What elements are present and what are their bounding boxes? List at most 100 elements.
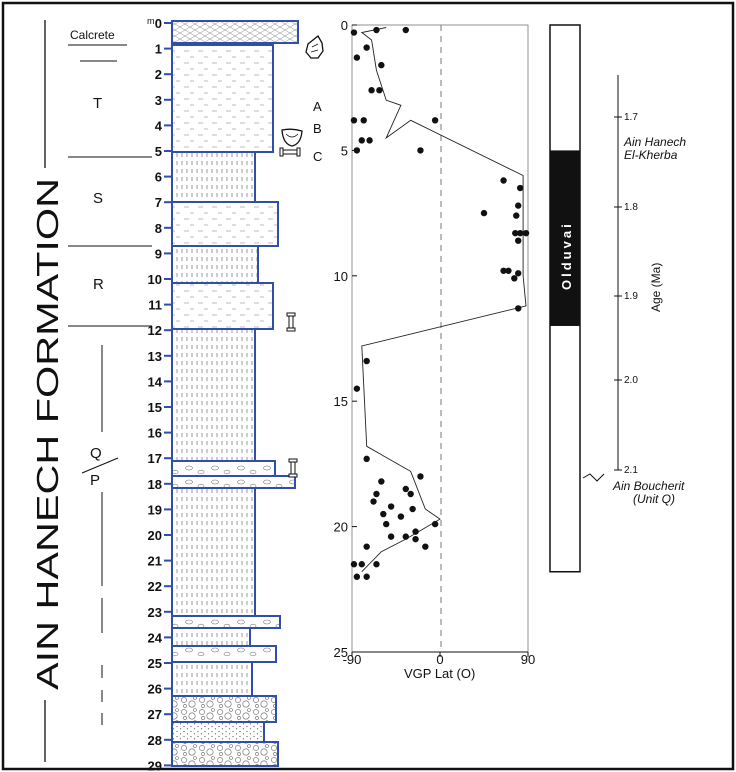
age-tick-label: 1.9 <box>624 291 638 302</box>
bed-r-lower <box>171 245 259 284</box>
polarity-normal-olduvai <box>550 150 580 326</box>
depth-tick-label: 26 <box>148 682 162 697</box>
vgp-plot: 0 5 10 15 20 25 -90 0 90 VGP Lat (O) <box>334 18 536 681</box>
vgp-data-point <box>373 26 380 34</box>
depth-tick-label: 4 <box>155 118 163 133</box>
depth-tick-label: 19 <box>148 502 162 517</box>
vgp-data-point <box>378 61 385 69</box>
polarity-column: Olduvai <box>549 24 581 573</box>
vgp-data-point <box>387 503 395 510</box>
vgp-data-point <box>366 137 373 144</box>
bed-p-gravel-2 <box>171 645 277 663</box>
vgp-data-point <box>422 543 429 550</box>
bed-s-lower <box>171 151 256 203</box>
vgp-x-tick-label: 0 <box>436 652 443 667</box>
vgp-data-point <box>353 573 361 580</box>
depth-tick-label: 12 <box>148 323 162 338</box>
age-ticks: 1.7 1.8 1.9 2.0 2.1 <box>614 112 638 476</box>
vgp-data-point <box>516 184 524 192</box>
depth-tick-label: 21 <box>148 554 162 569</box>
bed-t <box>171 44 274 153</box>
bone-icon <box>279 147 301 157</box>
vgp-x-tick-label: -90 <box>343 652 362 667</box>
site-label-ain-hanech-el-kherba: Ain Hanech El-Kherba <box>623 135 689 162</box>
stone-tool-icon <box>305 35 324 59</box>
depth-tick-label: 9 <box>155 246 162 261</box>
bed-p <box>171 487 256 617</box>
vgp-data-point <box>353 147 361 154</box>
depth-tick-label: 16 <box>148 426 162 441</box>
age-tick-label: 2.0 <box>624 375 638 386</box>
vgp-data-point <box>515 305 522 312</box>
depth-tick-label: 7 <box>155 195 162 210</box>
depth-tick-label: 10 <box>148 272 162 287</box>
site-label-ain-boucherit: Ain Boucherit <box>612 479 685 493</box>
vgp-data-point <box>350 561 358 568</box>
vgp-data-point <box>350 117 358 124</box>
bed-calcrete <box>171 20 299 44</box>
bed-s-upper <box>171 201 279 247</box>
depth-tick-label: 29 <box>148 758 162 772</box>
depth-tick-label: 25 <box>148 656 162 671</box>
finds: A B C <box>279 35 324 478</box>
vgp-data-point <box>378 478 385 485</box>
vgp-data-point <box>516 229 524 237</box>
vgp-depth-tick-label: 0 <box>341 18 348 33</box>
depth-tick-label: 8 <box>155 221 162 236</box>
level-label-b: B <box>313 121 322 136</box>
bone-icon <box>288 458 298 478</box>
depth-tick-label: 28 <box>148 733 162 748</box>
vgp-data-point <box>512 229 519 237</box>
vgp-data-point <box>353 385 361 392</box>
vgp-data-point <box>500 267 507 274</box>
site-label-unit-q: (Unit Q) <box>633 492 675 506</box>
mandible-icon <box>281 128 303 147</box>
bed-p-conglomerate-2 <box>171 741 279 767</box>
vgp-data-point <box>373 561 380 568</box>
vgp-data-point <box>387 533 395 540</box>
vgp-depth-tick-label: 5 <box>341 143 348 158</box>
level-label-a: A <box>313 99 322 114</box>
depth-tick-label: 1 <box>155 42 162 57</box>
bed-p-sand <box>171 721 265 743</box>
vgp-data-point <box>402 26 409 34</box>
depth-tick-label: 15 <box>148 400 162 415</box>
vgp-data-point <box>353 54 361 61</box>
age-tick-label: 1.8 <box>624 202 638 213</box>
vgp-data-point <box>383 520 390 528</box>
vgp-depth-tick-label: 10 <box>334 269 348 284</box>
unit-labels: Calcrete T S R Q P <box>68 28 152 725</box>
vgp-depth-tick-label: 20 <box>334 520 348 535</box>
vgp-data-point <box>358 137 365 144</box>
depth-tick-label: 6 <box>155 170 162 185</box>
vgp-series <box>350 26 530 580</box>
vgp-data-point <box>363 573 370 580</box>
vgp-data-point <box>417 473 424 480</box>
depth-tick-label: 5 <box>155 144 162 159</box>
depth-tick-label: 27 <box>148 707 162 722</box>
vgp-data-point <box>363 543 370 550</box>
zigzag-marker <box>582 473 605 482</box>
depth-tick-label: 13 <box>148 349 162 364</box>
vgp-data-point <box>370 498 377 505</box>
vgp-x-label: VGP Lat (O) <box>404 666 475 681</box>
site-label-line: El-Kherba <box>624 148 678 162</box>
unit-label-calcrete: Calcrete <box>70 28 115 42</box>
vgp-data-point <box>480 209 488 217</box>
vgp-data-point <box>409 505 416 513</box>
unit-label-s: S <box>93 190 103 207</box>
vgp-data-point <box>350 29 358 36</box>
vgp-data-point <box>402 533 409 540</box>
vgp-data-point <box>417 147 424 154</box>
vgp-data-point <box>368 87 375 94</box>
vgp-data-point <box>360 117 367 124</box>
vgp-x-ticks: -90 0 90 <box>343 652 535 667</box>
vgp-data-point <box>431 520 439 528</box>
bed-p-top <box>171 475 296 489</box>
vgp-data-point <box>407 490 414 498</box>
depth-tick-label: 18 <box>148 477 162 492</box>
depth-tick-label: 11 <box>148 298 162 313</box>
